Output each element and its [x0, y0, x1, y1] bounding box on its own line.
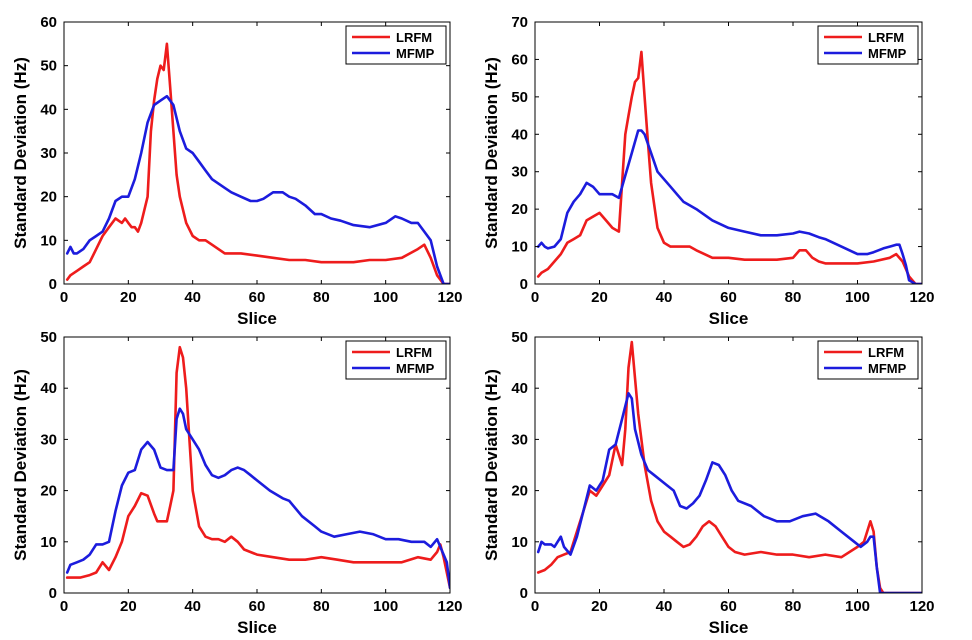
panel-2-legend-box	[817, 25, 919, 65]
panel-1-y-tick-label: 50	[40, 58, 57, 75]
panel-1-y-tick-label: 0	[49, 276, 57, 293]
panel-4-x-tick-label: 80	[785, 598, 802, 615]
panel-3-legend-label-lrfm: LRFM	[396, 345, 432, 360]
panel-4-x-axis-title: Slice	[709, 618, 749, 637]
panel-2-plot-area	[535, 22, 922, 284]
panel-3-x-tick-label: 0	[60, 598, 68, 615]
panel-3-x-axis-title: Slice	[237, 618, 277, 637]
panel-1-x-tick-label: 60	[249, 289, 266, 306]
panel-4-y-tick-label: 0	[520, 585, 528, 602]
panel-1-x-tick-label: 20	[120, 289, 137, 306]
panel-2-x-tick-label: 120	[909, 289, 934, 306]
panel-4-y-tick-label: 30	[511, 431, 528, 448]
chart-panel-2: 0 20 40 60 80 100 120 0 10 20 30 40 50 60 70 Slice Stand…	[482, 14, 935, 328]
panel-1-plot-area	[64, 22, 450, 284]
panel-4-y-tick-label: 10	[511, 534, 528, 551]
panel-2-y-tick-label: 60	[511, 51, 528, 68]
panel-3-y-tick-label: 10	[40, 534, 57, 551]
panel-1-y-tick-label: 60	[40, 14, 57, 31]
panel-1-y-tick-label: 30	[40, 145, 57, 162]
panel-2-y-tick-label: 10	[511, 239, 528, 256]
panel-1-legend-label-mfmp: MFMP	[396, 46, 435, 61]
panel-3-y-tick-label: 40	[40, 380, 57, 397]
panel-2-y-tick-label: 0	[520, 276, 528, 293]
panel-3-plot-area	[64, 337, 450, 593]
panel-3-x-tick-label: 100	[373, 598, 398, 615]
panel-1-x-axis-title: Slice	[237, 309, 277, 328]
panel-2-y-tick-label: 20	[511, 201, 528, 218]
panel-3-y-axis-title: Standard Deviation (Hz)	[11, 369, 30, 561]
panel-4-x-tick-label: 20	[591, 598, 608, 615]
panel-1-y-axis-title: Standard Deviation (Hz)	[11, 57, 30, 249]
panel-2-y-axis-title: Standard Deviation (Hz)	[482, 57, 501, 249]
panel-2-x-tick-label: 100	[845, 289, 870, 306]
chart-panel-4: 0 20 40 60 80 100 120 0 10 20 30 40 50 Slice Standard …	[482, 329, 935, 637]
panel-4-series-lrfm-line	[536, 340, 922, 593]
panel-4-x-tick-label: 60	[720, 598, 737, 615]
panel-1-legend-label-lrfm: LRFM	[396, 30, 432, 45]
panel-1-x-tick-label: 0	[60, 289, 68, 306]
panel-3-x-tick-label: 40	[184, 598, 201, 615]
panel-3-y-tick-label: 0	[49, 585, 57, 602]
panel-1-x-tick-label: 40	[184, 289, 201, 306]
panel-4-y-tick-label: 40	[511, 380, 528, 397]
panel-1-y-tick-label: 20	[40, 189, 57, 206]
panel-1-series-mfmp-line	[65, 94, 450, 284]
panel-2-legend-label-mfmp: MFMP	[868, 46, 907, 61]
panel-2-x-axis-title: Slice	[709, 309, 749, 328]
panel-1-series-lrfm-line	[65, 42, 450, 284]
panel-2-y-tick-label: 70	[511, 14, 528, 31]
panel-4-plot-area	[535, 337, 922, 593]
panel-1-y-tick-label: 40	[40, 101, 57, 118]
panel-2-series-mfmp-line	[536, 129, 922, 284]
panel-2-legend-label-lrfm: LRFM	[868, 30, 904, 45]
panel-2-x-tick-label: 40	[656, 289, 673, 306]
panel-2-x-tick-label: 0	[531, 289, 539, 306]
panel-3-series-mfmp-line	[65, 407, 450, 590]
panel-4-x-tick-label: 40	[656, 598, 673, 615]
panel-1-x-tick-label: 100	[373, 289, 398, 306]
panel-2-x-tick-label: 60	[720, 289, 737, 306]
panel-3-y-tick-label: 50	[40, 329, 57, 346]
panel-2-y-tick-label: 30	[511, 164, 528, 181]
panel-3-series-lrfm-line	[65, 345, 450, 590]
panel-3-y-tick-label: 20	[40, 483, 57, 500]
panel-1-x-tick-label: 120	[437, 289, 462, 306]
panel-4-x-tick-label: 0	[531, 598, 539, 615]
chart-panel-1: 0 20 40 60 80 100 120 0 10 20 30 40 50 60 Slice Standar…	[11, 14, 463, 328]
panel-4-x-tick-label: 100	[845, 598, 870, 615]
panel-3-x-tick-label: 120	[437, 598, 462, 615]
panel-3-legend-label-mfmp: MFMP	[396, 361, 435, 376]
panel-1-legend-box	[345, 25, 447, 65]
chart-panel-3: 0 20 40 60 80 100 120 0 10 20 30 40 50 Slice Standard …	[11, 329, 463, 637]
panel-2-series-lrfm-line	[536, 50, 922, 284]
panel-3-legend-box	[345, 340, 447, 380]
panel-2-y-tick-label: 50	[511, 89, 528, 106]
panel-4-x-tick-label: 120	[909, 598, 934, 615]
panel-4-series-mfmp-line	[536, 391, 922, 593]
panel-1-x-tick-label: 80	[313, 289, 330, 306]
panel-2-x-tick-label: 20	[591, 289, 608, 306]
panel-4-y-tick-label: 20	[511, 483, 528, 500]
panel-4-y-tick-label: 50	[511, 329, 528, 346]
panel-2-x-tick-label: 80	[785, 289, 802, 306]
panel-3-x-tick-label: 20	[120, 598, 137, 615]
panel-2-y-tick-label: 40	[511, 126, 528, 143]
panel-4-y-axis-title: Standard Deviation (Hz)	[482, 369, 501, 561]
panel-1-y-tick-label: 10	[40, 232, 57, 249]
panel-3-x-tick-label: 80	[313, 598, 330, 615]
panel-3-y-tick-label: 30	[40, 431, 57, 448]
panel-3-x-tick-label: 60	[249, 598, 266, 615]
panel-4-legend-label-mfmp: MFMP	[868, 361, 907, 376]
panel-4-legend-label-lrfm: LRFM	[868, 345, 904, 360]
panel-4-legend-box	[817, 340, 919, 380]
